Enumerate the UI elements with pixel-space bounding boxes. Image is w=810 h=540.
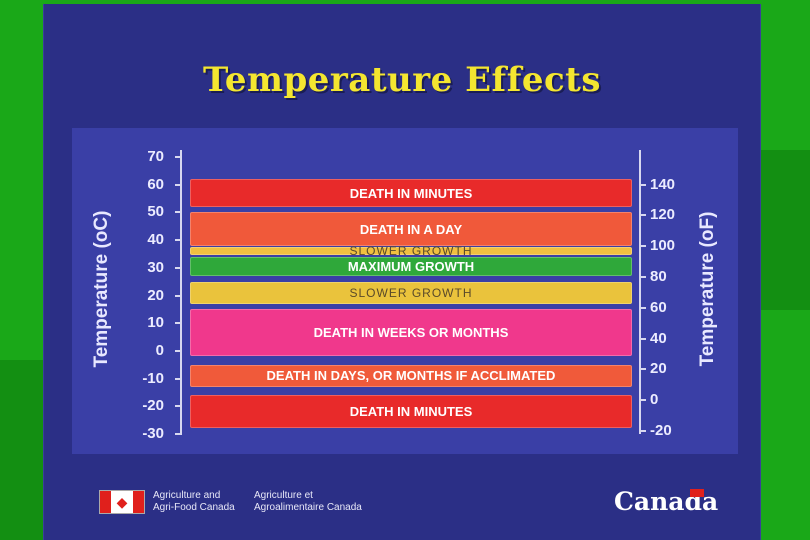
right-tick-mark [639,337,646,340]
right-tick-label: 20 [650,360,667,378]
right-tick-label: 80 [650,268,667,286]
left-tick-label: 20 [147,286,164,304]
left-tick-label: 30 [147,258,164,276]
right-tick-mark [639,306,646,309]
dept-name-en-line1: Agriculture and [153,490,221,501]
temperature-band: DEATH IN MINUTES [190,395,632,429]
canada-flag-icon: ◆ [99,490,145,514]
right-tick-mark [639,183,646,186]
dept-name-en-line2: Agri-Food Canada [153,502,235,513]
background-shade-left [0,360,43,540]
left-tick-label: 40 [147,231,164,249]
left-tick-mark [175,266,182,269]
temperature-chart: Temperature (oC) Temperature (oF) 70 60 50… [72,128,738,454]
left-tick-mark [175,433,182,435]
right-tick-label: -20 [650,421,672,439]
background-shade-right [760,150,810,310]
slide-title: Temperature Effects [202,60,601,100]
right-axis-title: Temperature (oF) [697,211,718,367]
left-tick-mark [175,211,182,214]
left-tick-mark [175,239,182,242]
left-tick-label: -10 [142,369,164,387]
temperature-band: SLOWER GROWTH [190,244,632,258]
left-tick-label: 70 [147,148,164,165]
left-axis-title: Temperature (oC) [91,210,112,368]
right-tick-mark [639,399,646,402]
temperature-band: DEATH IN A DAY [190,212,632,246]
left-tick-mark [175,294,182,297]
right-tick-mark [639,429,646,432]
right-tick-label: 140 [650,175,676,193]
right-tick-mark [639,245,646,248]
left-tick-label: 50 [147,203,164,221]
left-tick-mark [175,183,182,186]
dept-name-fr-line1: Agriculture et [254,490,313,501]
left-tick-mark [175,156,182,158]
slide: Temperature Effects Temperature (oC) Tem… [43,4,761,540]
right-tick-label: 60 [650,298,667,316]
temperature-band: DEATH IN MINUTES [190,179,632,207]
right-axis-line [639,150,641,434]
right-tick-mark [639,214,646,217]
right-tick-label: 40 [650,329,667,347]
left-tick-label: 0 [155,341,164,359]
left-tick-label: -30 [142,425,164,442]
left-tick-mark [175,405,182,408]
left-tick-mark [175,349,182,352]
dept-name-en: Agriculture and Agri-Food Canada [153,490,235,514]
dept-name-fr: Agriculture et Agroalimentaire Canada [254,490,362,514]
right-tick-mark [639,276,646,279]
temperature-band: MAXIMUM GROWTH [190,256,632,277]
temperature-band: DEATH IN DAYS, OR MONTHS IF ACCLIMATED [190,364,632,387]
left-tick-label: 60 [147,175,164,193]
dept-name-fr-line2: Agroalimentaire Canada [254,502,362,513]
right-tick-label: 120 [650,206,676,224]
temperature-band: SLOWER GROWTH [190,281,632,304]
left-axis-line [180,150,182,434]
left-tick-mark [175,377,182,380]
right-tick-label: 0 [650,391,659,409]
left-tick-label: 10 [147,314,164,332]
temperature-band: DEATH IN WEEKS OR MONTHS [190,309,632,357]
left-tick-mark [175,322,182,325]
wordmark-flag-icon [690,489,704,497]
left-tick-label: -20 [142,397,164,415]
right-tick-label: 100 [650,237,676,255]
right-tick-mark [639,368,646,371]
